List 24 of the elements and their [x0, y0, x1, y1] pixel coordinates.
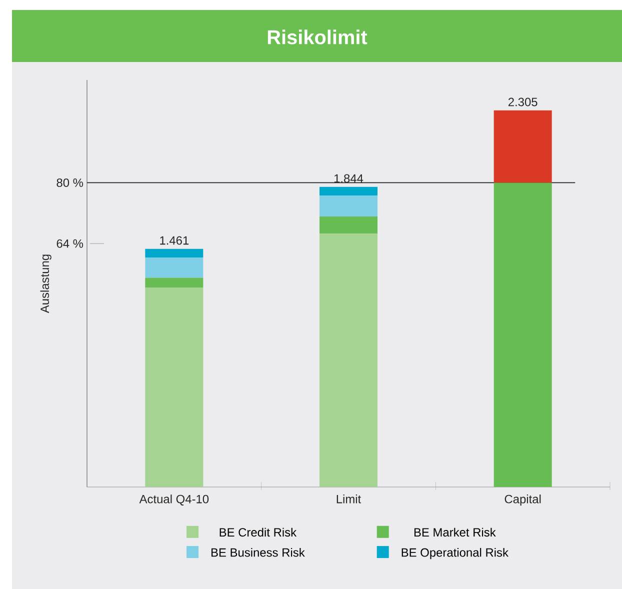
annotation: 1.461	[160, 236, 189, 245]
legend-label: BE Credit Risk	[220, 528, 297, 537]
bar	[320, 186, 378, 196]
x-tick-label: Capital	[504, 494, 541, 506]
bar	[145, 258, 204, 278]
bar	[145, 278, 204, 288]
bar	[494, 182, 552, 488]
x-tick-label: Actual Q4-10	[139, 494, 209, 506]
x-tick-label: Limit	[336, 494, 362, 504]
legend-label: BE Business Risk	[212, 548, 305, 557]
bar	[320, 216, 378, 234]
y-tick-label: 80 %	[56, 178, 84, 187]
bar	[494, 110, 552, 183]
y-axis-title: Auslastung	[40, 254, 52, 314]
chart-title: Risikolimit	[268, 30, 368, 44]
annotation: 1.844	[334, 174, 364, 183]
y-tick-label: 64 %	[56, 239, 84, 248]
legend-label: BE Operational Risk	[402, 548, 508, 560]
bar	[145, 288, 204, 488]
annotation: 2.305	[508, 98, 538, 106]
bar	[320, 196, 378, 217]
legend-label: BE Market Risk	[414, 528, 496, 537]
bar	[145, 248, 204, 258]
bar	[320, 234, 378, 488]
